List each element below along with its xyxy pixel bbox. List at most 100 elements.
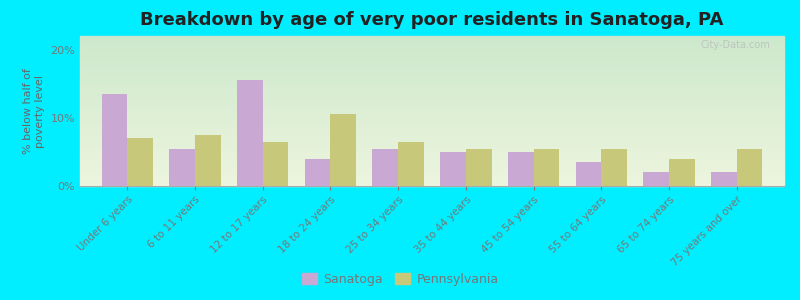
Bar — [80, 68, 784, 69]
Bar — [102, 94, 127, 186]
Bar — [80, 123, 784, 124]
Bar — [80, 150, 784, 152]
Bar — [398, 142, 424, 186]
Bar — [80, 66, 784, 68]
Legend: Sanatoga, Pennsylvania: Sanatoga, Pennsylvania — [297, 268, 503, 291]
Bar — [80, 174, 784, 176]
Bar — [237, 80, 262, 186]
Bar — [80, 118, 784, 120]
Bar — [80, 156, 784, 158]
Bar — [575, 162, 602, 186]
Bar — [440, 152, 466, 186]
Bar — [80, 176, 784, 177]
Bar — [80, 147, 784, 148]
Bar — [80, 40, 784, 42]
Bar — [80, 96, 784, 98]
Bar — [80, 128, 784, 129]
Bar — [80, 100, 784, 102]
Bar — [80, 60, 784, 61]
Bar — [170, 148, 195, 186]
Bar — [80, 140, 784, 141]
Bar — [80, 116, 784, 117]
Bar — [80, 64, 784, 66]
Bar — [80, 146, 784, 147]
Bar — [80, 182, 784, 183]
Bar — [508, 152, 534, 186]
Bar — [80, 87, 784, 88]
Text: City-Data.com: City-Data.com — [700, 40, 770, 50]
Bar — [80, 132, 784, 134]
Bar — [80, 39, 784, 40]
Bar — [262, 142, 289, 186]
Bar — [669, 159, 694, 186]
Bar — [80, 61, 784, 63]
Bar — [80, 36, 784, 38]
Bar — [80, 169, 784, 171]
Bar — [80, 184, 784, 186]
Bar — [534, 148, 559, 186]
Bar — [80, 50, 784, 51]
Bar — [80, 88, 784, 90]
Bar — [80, 42, 784, 44]
Bar — [80, 108, 784, 110]
Bar — [80, 160, 784, 162]
Bar — [80, 183, 784, 184]
Bar — [80, 154, 784, 156]
Bar — [80, 165, 784, 166]
Bar — [80, 54, 784, 56]
Bar — [80, 144, 784, 146]
Bar — [80, 168, 784, 170]
Bar — [80, 85, 784, 87]
Bar — [80, 92, 784, 93]
Bar — [80, 76, 784, 78]
Bar — [305, 159, 330, 186]
Bar — [80, 48, 784, 50]
Bar — [80, 153, 784, 154]
Bar — [80, 38, 784, 39]
Bar — [80, 112, 784, 114]
Bar — [80, 70, 784, 72]
Bar — [80, 57, 784, 58]
Bar — [80, 162, 784, 164]
Bar — [80, 110, 784, 111]
Bar — [80, 178, 784, 180]
Bar — [80, 46, 784, 48]
Bar — [80, 124, 784, 126]
Bar — [80, 171, 784, 172]
Bar — [80, 136, 784, 138]
Bar — [80, 103, 784, 105]
Bar — [80, 130, 784, 132]
Bar — [643, 172, 669, 186]
Bar — [80, 51, 784, 52]
Bar — [80, 84, 784, 86]
Bar — [80, 106, 784, 108]
Bar — [80, 69, 784, 70]
Bar — [80, 45, 784, 46]
Bar — [737, 148, 762, 186]
Bar — [80, 120, 784, 122]
Bar — [80, 129, 784, 130]
Title: Breakdown by age of very poor residents in Sanatoga, PA: Breakdown by age of very poor residents … — [140, 11, 724, 29]
Bar — [80, 135, 784, 136]
Bar — [330, 114, 356, 186]
Bar — [80, 105, 784, 106]
Bar — [80, 141, 784, 142]
Bar — [80, 82, 784, 84]
Bar — [80, 122, 784, 123]
Bar — [80, 81, 784, 82]
Bar — [80, 44, 784, 45]
Bar — [602, 148, 627, 186]
Bar — [80, 63, 784, 64]
Bar — [80, 78, 784, 80]
Bar — [80, 52, 784, 54]
Bar — [80, 111, 784, 112]
Bar — [80, 158, 784, 159]
Bar — [195, 135, 221, 186]
Bar — [80, 148, 784, 150]
Bar — [466, 148, 491, 186]
Bar — [127, 138, 153, 186]
Bar — [80, 80, 784, 81]
Y-axis label: % below half of
poverty level: % below half of poverty level — [23, 68, 45, 154]
Bar — [80, 138, 784, 140]
Bar — [80, 93, 784, 94]
